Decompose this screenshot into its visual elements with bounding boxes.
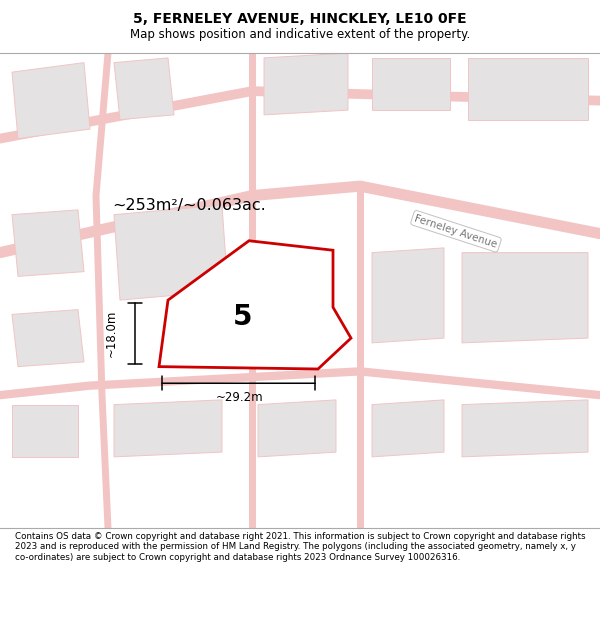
Polygon shape — [114, 58, 174, 119]
Text: Map shows position and indicative extent of the property.: Map shows position and indicative extent… — [130, 28, 470, 41]
Polygon shape — [114, 400, 222, 457]
Polygon shape — [468, 58, 588, 119]
Text: ~253m²/~0.063ac.: ~253m²/~0.063ac. — [112, 198, 266, 212]
Text: ~18.0m: ~18.0m — [104, 309, 118, 357]
Polygon shape — [258, 400, 336, 457]
Polygon shape — [372, 400, 444, 457]
Polygon shape — [114, 205, 228, 300]
Polygon shape — [159, 241, 351, 369]
Polygon shape — [372, 248, 444, 343]
Text: 5: 5 — [233, 302, 253, 331]
Text: ~29.2m: ~29.2m — [216, 391, 264, 404]
Polygon shape — [462, 400, 588, 457]
Polygon shape — [12, 62, 90, 139]
Text: Ferneley Avenue: Ferneley Avenue — [413, 213, 499, 249]
Polygon shape — [12, 210, 84, 276]
Text: 5, FERNELEY AVENUE, HINCKLEY, LE10 0FE: 5, FERNELEY AVENUE, HINCKLEY, LE10 0FE — [133, 12, 467, 26]
Polygon shape — [462, 253, 588, 343]
Polygon shape — [264, 53, 348, 115]
Polygon shape — [372, 58, 450, 110]
Polygon shape — [12, 309, 84, 367]
Polygon shape — [12, 404, 78, 457]
Text: Contains OS data © Crown copyright and database right 2021. This information is : Contains OS data © Crown copyright and d… — [15, 532, 586, 562]
